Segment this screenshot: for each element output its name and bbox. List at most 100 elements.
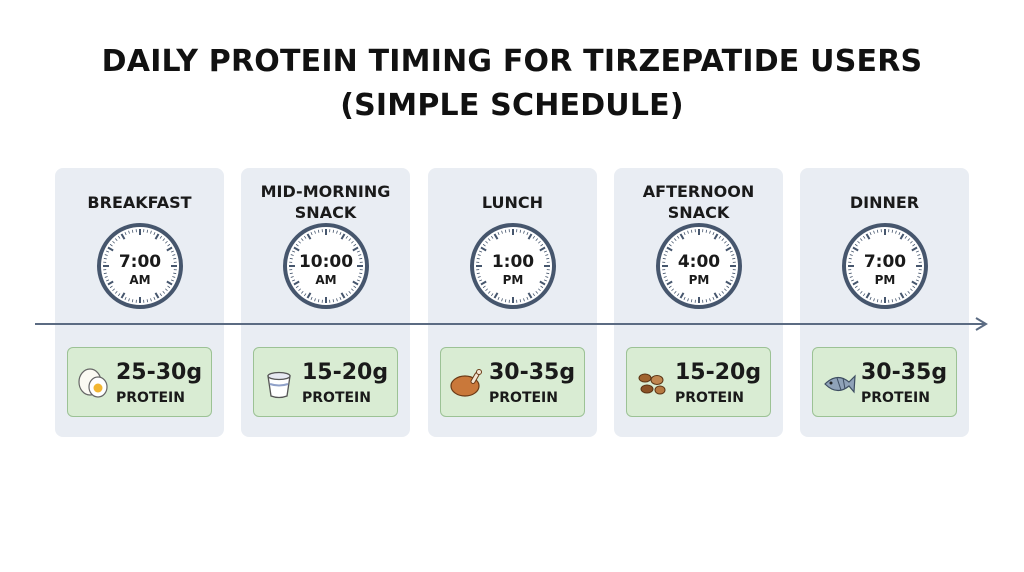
clock-tick xyxy=(915,250,919,253)
clock-tick xyxy=(159,293,163,297)
clock-tick xyxy=(295,243,299,247)
clock-tick xyxy=(918,272,922,275)
clock-tick xyxy=(292,279,296,282)
clock-tick xyxy=(340,292,346,299)
protein-box: 15-20g PROTEIN xyxy=(253,347,398,417)
clock-tick xyxy=(477,254,481,256)
clock-tick xyxy=(504,299,507,303)
clock-tick xyxy=(332,299,335,303)
clock-tick xyxy=(918,257,922,260)
clock-tick xyxy=(172,276,176,278)
clock-tick xyxy=(339,232,342,236)
clock-tick xyxy=(356,250,360,253)
clock-tick xyxy=(668,243,672,247)
clock-tick xyxy=(358,254,362,256)
clock-tick xyxy=(497,296,500,300)
clock-tick xyxy=(848,257,852,260)
meal-card: DINNER 7:00 PM 30-35g PROTEIN xyxy=(800,168,969,437)
clock-tick xyxy=(899,233,905,240)
protein-label: PROTEIN xyxy=(675,390,744,406)
food-icon xyxy=(78,368,108,398)
clock-tick xyxy=(673,238,677,242)
meal-name: LUNCH xyxy=(481,192,544,212)
clock-tick xyxy=(504,229,507,233)
clock-tick xyxy=(665,279,669,282)
clock-period: PM xyxy=(503,273,524,287)
clock-tick xyxy=(852,280,859,286)
clock-tick xyxy=(490,293,494,297)
clock-tick xyxy=(891,229,894,233)
clock-tick xyxy=(869,232,872,236)
clock-tick xyxy=(854,285,858,289)
clock-tick xyxy=(545,276,549,278)
clock-tick xyxy=(345,293,349,297)
clock-tick xyxy=(353,243,357,247)
clock-tick xyxy=(712,296,715,300)
clock-tick xyxy=(310,296,313,300)
clock-tick xyxy=(891,299,894,303)
clock-tick xyxy=(857,288,861,292)
clock-tick xyxy=(162,290,166,294)
clock-time: 4:00 xyxy=(678,252,720,272)
clock-tick xyxy=(106,250,110,253)
clock-tick xyxy=(526,232,529,236)
clock-tick xyxy=(485,288,489,292)
clock-tick xyxy=(482,243,486,247)
clock-period: PM xyxy=(689,273,710,287)
clock-tick xyxy=(911,280,918,286)
clock-tick xyxy=(729,279,733,282)
clock-tick xyxy=(124,296,127,300)
clock-tick xyxy=(523,298,525,302)
clock-tick xyxy=(173,257,177,260)
clock-tick xyxy=(303,235,307,239)
clock-tick xyxy=(713,292,719,299)
clock-tick xyxy=(159,235,163,239)
meal-card: LUNCH 1:00 PM 30-35g PROTEIN xyxy=(428,168,597,437)
clock-tick xyxy=(662,272,666,275)
clock-tick xyxy=(540,243,544,247)
clock-tick xyxy=(709,230,711,234)
clock-time: 1:00 xyxy=(492,252,534,272)
clock-tick xyxy=(477,276,481,278)
title-line: (SIMPLE SCHEDULE) xyxy=(340,88,684,123)
protein-amount: 15-20g xyxy=(302,360,389,385)
clock-tick xyxy=(912,243,916,247)
clock-tick xyxy=(348,238,352,242)
clock-tick xyxy=(849,254,853,256)
clock-tick xyxy=(869,296,872,300)
clock-time: 7:00 xyxy=(864,252,906,272)
clock-tick xyxy=(150,298,152,302)
clock-tick xyxy=(543,279,547,282)
clock-tick xyxy=(482,285,486,289)
clock-tick xyxy=(289,257,293,260)
clock-tick xyxy=(862,293,866,297)
clock-tick xyxy=(683,296,686,300)
clock-tick xyxy=(104,254,108,256)
clock-tick xyxy=(535,290,539,294)
clock-tick xyxy=(480,280,487,286)
clock-tick xyxy=(106,279,110,282)
clock-tick xyxy=(103,272,107,275)
clock-tick xyxy=(895,230,897,234)
clock-face xyxy=(283,223,369,309)
clock-tick xyxy=(523,230,525,234)
clock-tick xyxy=(535,238,539,242)
clock-tick xyxy=(150,230,152,234)
clock-tick xyxy=(493,233,499,240)
clock-tick xyxy=(876,229,879,233)
clock-tick xyxy=(666,280,673,286)
clock-tick xyxy=(876,299,879,303)
clock-tick xyxy=(359,257,363,260)
meal-name: BREAKFAST xyxy=(87,192,192,212)
clock-tick xyxy=(173,272,177,275)
meal-card: AFTERNOON SNACK 4:00 PM 15-20g PROTEIN xyxy=(614,168,783,437)
clock-tick xyxy=(911,246,918,252)
clock-tick xyxy=(120,233,126,240)
clock-tick xyxy=(501,298,503,302)
meal-name: DINNER xyxy=(849,192,920,212)
clock-tick xyxy=(303,293,307,297)
